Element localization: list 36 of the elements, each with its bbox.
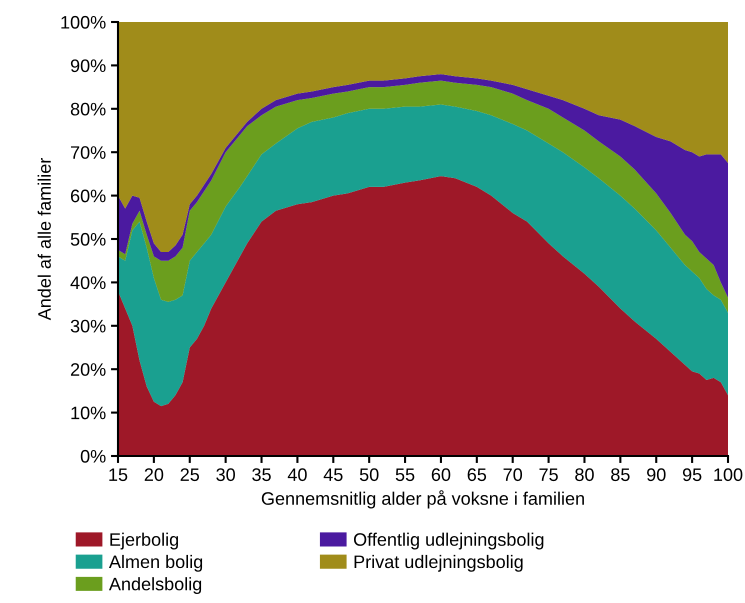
x-tick-label: 55 <box>396 468 414 482</box>
y-tick-label: 40% <box>70 276 106 290</box>
y-tick-label: 10% <box>71 406 106 420</box>
x-tick-label: 75 <box>539 468 558 482</box>
x-tick-label: 65 <box>468 468 486 482</box>
y-tick-label: 20% <box>70 363 106 376</box>
y-axis-title: Andel af alle familier <box>38 158 51 320</box>
legend-label: Privat udlejningsbolig <box>354 554 523 572</box>
x-tick-label: 100 <box>714 468 742 482</box>
x-tick-label: 85 <box>611 468 630 482</box>
x-tick-label: 20 <box>144 468 164 482</box>
x-tick-label: 35 <box>252 468 271 482</box>
x-tick-label: 95 <box>682 468 702 482</box>
legend-label: Andelsbolig <box>108 577 202 594</box>
y-tick-label: 30% <box>70 320 106 333</box>
x-tick-label: 50 <box>360 468 379 482</box>
y-tick-label: 0% <box>80 450 106 463</box>
y-tick-label: 50% <box>70 232 106 246</box>
x-tick-label: 70 <box>504 468 522 482</box>
y-tick-label: 60% <box>70 190 106 202</box>
y-tick-label: 100% <box>61 16 106 29</box>
y-tick-label: 70% <box>70 146 106 159</box>
x-tick-label: 15 <box>109 468 128 482</box>
x-tick-label: 25 <box>180 468 200 482</box>
x-tick-label: 40 <box>288 468 307 482</box>
x-tick-label: 30 <box>216 468 235 482</box>
x-tick-label: 45 <box>324 468 343 482</box>
legend-label: Offentlig udlejningsbolig <box>354 532 544 550</box>
legend-label: Almen bolig <box>108 554 202 572</box>
x-tick-label: 80 <box>575 468 594 482</box>
y-tick-label: 80% <box>70 102 106 116</box>
x-tick-label: 60 <box>432 468 450 482</box>
y-tick-label: 90% <box>70 59 106 72</box>
legend-label: Ejerbolig <box>110 532 178 550</box>
x-tick-label: 90 <box>647 468 666 482</box>
x-axis-title: Gennemsnitlig alder på voksne i familien <box>262 490 584 508</box>
